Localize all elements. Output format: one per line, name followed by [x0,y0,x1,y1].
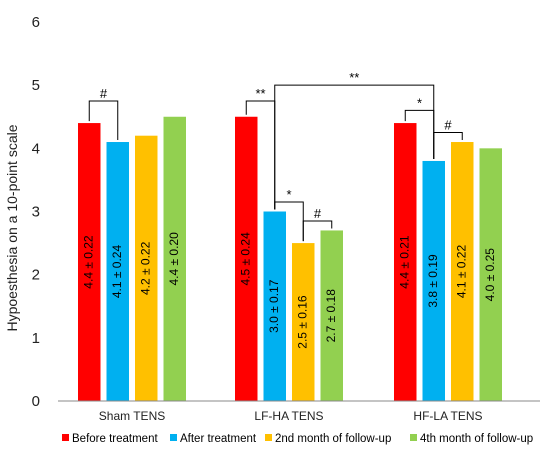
bars: 4.4 ± 0.22 4.5 ± 0.24 4.4 ± 0.21 4.1 ± 0.24… [78,116,502,402]
legend-swatch [170,434,177,441]
bar-data-label: 4.4 ± 0.22 [81,235,95,289]
significance-marker: * [417,95,422,110]
bar-data-label: 2.5 ± 0.16 [295,295,309,349]
significance-bracket [302,220,333,242]
bar [451,142,474,401]
bar [320,230,343,401]
y-tick-label: 2 [32,267,40,284]
bar [235,116,258,401]
bar-data-label: 3.0 ± 0.17 [267,279,281,333]
category-label: Sham TENS [99,409,165,423]
legend: Before treatment After treatment 2nd month… [62,433,533,445]
significance-marker: # [314,206,322,221]
legend-label: Before treatment [72,433,158,445]
significance-bracket [88,100,119,141]
bar [106,142,129,401]
bar-data-label: 4.1 ± 0.24 [110,245,124,299]
legend-swatch [62,434,69,441]
y-tick-label: 1 [32,330,40,347]
bar-data-label: 4.2 ± 0.22 [138,241,152,295]
bar-data-label: 4.4 ± 0.20 [167,232,181,286]
y-axis-label: Hypoesthesia on a 10-point scale [4,124,20,331]
cross-significance-bracket [274,84,435,210]
bar [479,148,502,401]
bar-data-label: 4.4 ± 0.21 [397,235,411,289]
y-tick-label: 3 [32,204,40,221]
significance-marker: ** [255,86,265,101]
legend-label: After treatment [180,433,257,445]
bar-data-label: 4.1 ± 0.22 [454,245,468,299]
legend-label: 4th month of follow-up [420,433,533,445]
legend-swatch [410,434,417,441]
category-label: HF-LA TENS [413,409,482,423]
bar [422,160,445,401]
bar-data-label: 3.8 ± 0.19 [426,254,440,308]
bar [292,243,315,401]
bar-data-label: 4.5 ± 0.24 [238,232,252,286]
significance-brackets: # ***#*#** [88,70,463,242]
legend-label: 2nd month of follow-up [275,433,391,445]
y-tick-label: 6 [32,14,40,31]
significance-marker: # [100,86,108,101]
bar [394,123,417,402]
significance-marker: # [444,118,452,133]
bar-data-label: 4.0 ± 0.25 [483,248,497,302]
significance-marker: * [286,187,291,202]
bar [135,135,158,401]
bar [163,116,186,401]
category-labels: Sham TENS LF-HA TENS HF-LA TENS [99,409,483,423]
y-tick-label: 0 [32,393,40,410]
category-label: LF-HA TENS [254,409,323,423]
significance-marker: ** [349,70,359,85]
legend-swatch [265,434,272,441]
bar [78,123,101,402]
y-tick-label: 5 [32,77,40,94]
y-tick-label: 4 [32,140,40,157]
bar-data-label: 2.7 ± 0.18 [324,289,338,343]
y-axis-ticks: 0 1 2 3 4 5 6 [32,14,40,410]
bar [263,211,286,401]
